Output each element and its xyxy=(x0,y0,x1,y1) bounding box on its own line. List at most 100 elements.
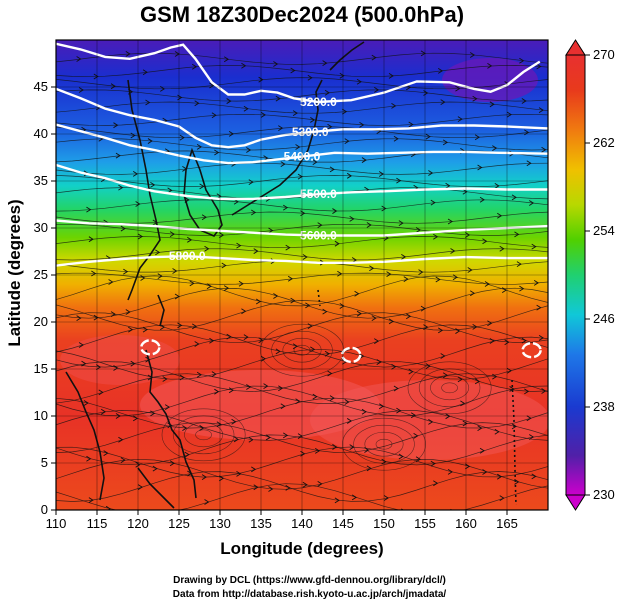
flow-arrow xyxy=(361,157,367,163)
flow-arrow xyxy=(462,420,468,427)
flow-arrow xyxy=(346,172,353,179)
flow-arrow xyxy=(273,293,279,299)
flow-arrow xyxy=(452,274,458,281)
flow-arrow xyxy=(150,410,156,417)
flow-arrow xyxy=(196,371,202,378)
flow-arrow xyxy=(354,290,360,297)
flow-arrow xyxy=(388,73,394,79)
flow-arrow xyxy=(214,149,220,156)
flow-arrow xyxy=(386,271,392,278)
streamline-eddy xyxy=(441,382,458,394)
flow-arrow xyxy=(238,280,244,287)
flow-arrow xyxy=(278,125,284,132)
flow-arrow xyxy=(472,95,478,102)
flow-arrow xyxy=(492,145,498,151)
flow-arrow xyxy=(76,315,82,321)
y-axis-label: Latitude (degrees) xyxy=(5,199,24,346)
flow-arrow xyxy=(260,112,266,118)
flow-arrow xyxy=(187,236,193,243)
flow-arrow xyxy=(430,199,436,206)
flow-arrow xyxy=(292,110,298,116)
flow-arrow xyxy=(255,298,262,305)
y-tick-label: 25 xyxy=(34,267,48,282)
x-tick-label: 140 xyxy=(291,516,313,531)
flow-arrow xyxy=(484,281,490,287)
flow-arrow xyxy=(536,304,542,311)
flow-arrow xyxy=(334,497,340,504)
flow-arrow xyxy=(142,69,148,76)
x-tick-label: 165 xyxy=(496,516,518,531)
y-tick-label: 30 xyxy=(34,220,48,235)
coastline-china xyxy=(127,79,161,301)
flow-arrow xyxy=(492,373,498,380)
flow-arrow xyxy=(206,283,212,290)
flow-arrow xyxy=(526,415,532,422)
flow-arrow xyxy=(529,434,535,440)
flow-arrow xyxy=(415,227,421,233)
flow-arrow xyxy=(147,138,153,144)
flow-arrow xyxy=(251,466,257,473)
flow-arrow xyxy=(526,160,532,167)
flow-arrow xyxy=(100,408,107,415)
flow-arrow xyxy=(86,206,92,213)
flow-arrow xyxy=(430,460,436,467)
colorbar-top-arrow xyxy=(565,39,586,56)
y-tick-label: 0 xyxy=(41,502,48,517)
flow-arrow xyxy=(391,103,397,109)
flow-arrow xyxy=(334,240,340,247)
flow-arrow xyxy=(290,67,296,74)
flow-arrow xyxy=(283,204,289,211)
x-tick-label: 125 xyxy=(168,516,190,531)
flow-arrow xyxy=(312,159,318,165)
flow-arrow xyxy=(519,57,525,64)
flow-arrow xyxy=(223,285,230,292)
flow-arrow xyxy=(376,359,382,365)
contour-line xyxy=(56,87,548,149)
flow-arrow xyxy=(351,494,357,501)
flow-arrow xyxy=(440,353,446,359)
flow-arrow xyxy=(219,232,225,239)
flow-arrow xyxy=(157,273,163,280)
flow-arrow xyxy=(268,486,274,492)
flow-arrow xyxy=(305,302,311,309)
flow-arrow xyxy=(145,99,151,106)
flow-arrow xyxy=(433,233,439,240)
flow-arrow xyxy=(150,181,156,188)
flow-arrow xyxy=(241,308,247,315)
flow-arrow xyxy=(499,495,505,502)
flow-arrow xyxy=(378,403,385,410)
flow-arrow xyxy=(393,135,399,142)
flow-arrow xyxy=(233,436,239,443)
flow-arrow xyxy=(118,184,124,191)
flow-arrow xyxy=(317,480,323,487)
flow-arrow xyxy=(201,214,207,221)
flow-arrow xyxy=(120,225,126,232)
x-tick-label: 115 xyxy=(87,516,108,531)
contour-line xyxy=(56,123,548,165)
flow-arrow xyxy=(418,269,424,275)
y-tick-label: 45 xyxy=(34,79,48,94)
flow-arrow xyxy=(339,303,345,309)
flow-arrow xyxy=(538,107,544,114)
flow-arrow xyxy=(433,480,439,487)
flow-arrow xyxy=(199,425,205,431)
flow-arrow xyxy=(332,444,338,450)
flow-arrow xyxy=(231,418,237,425)
flow-arrow xyxy=(329,395,335,402)
flow-arrow xyxy=(467,267,473,273)
flow-arrow xyxy=(383,495,389,501)
flow-arrow xyxy=(462,188,468,195)
y-tick-label: 40 xyxy=(34,126,48,141)
flow-arrow xyxy=(314,447,321,454)
flow-arrow xyxy=(105,505,111,510)
y-axis-ticks: 0 5 10 15 20 25 30 35 40 45 xyxy=(34,79,56,517)
flow-arrow xyxy=(115,152,121,159)
flow-arrow xyxy=(246,384,252,390)
flow-arrow xyxy=(236,470,242,477)
flow-arrow xyxy=(403,276,409,283)
flow-arrow xyxy=(302,481,308,488)
flow-arrow xyxy=(260,355,266,362)
flow-arrow xyxy=(223,56,230,63)
flow-arrow xyxy=(137,233,143,240)
